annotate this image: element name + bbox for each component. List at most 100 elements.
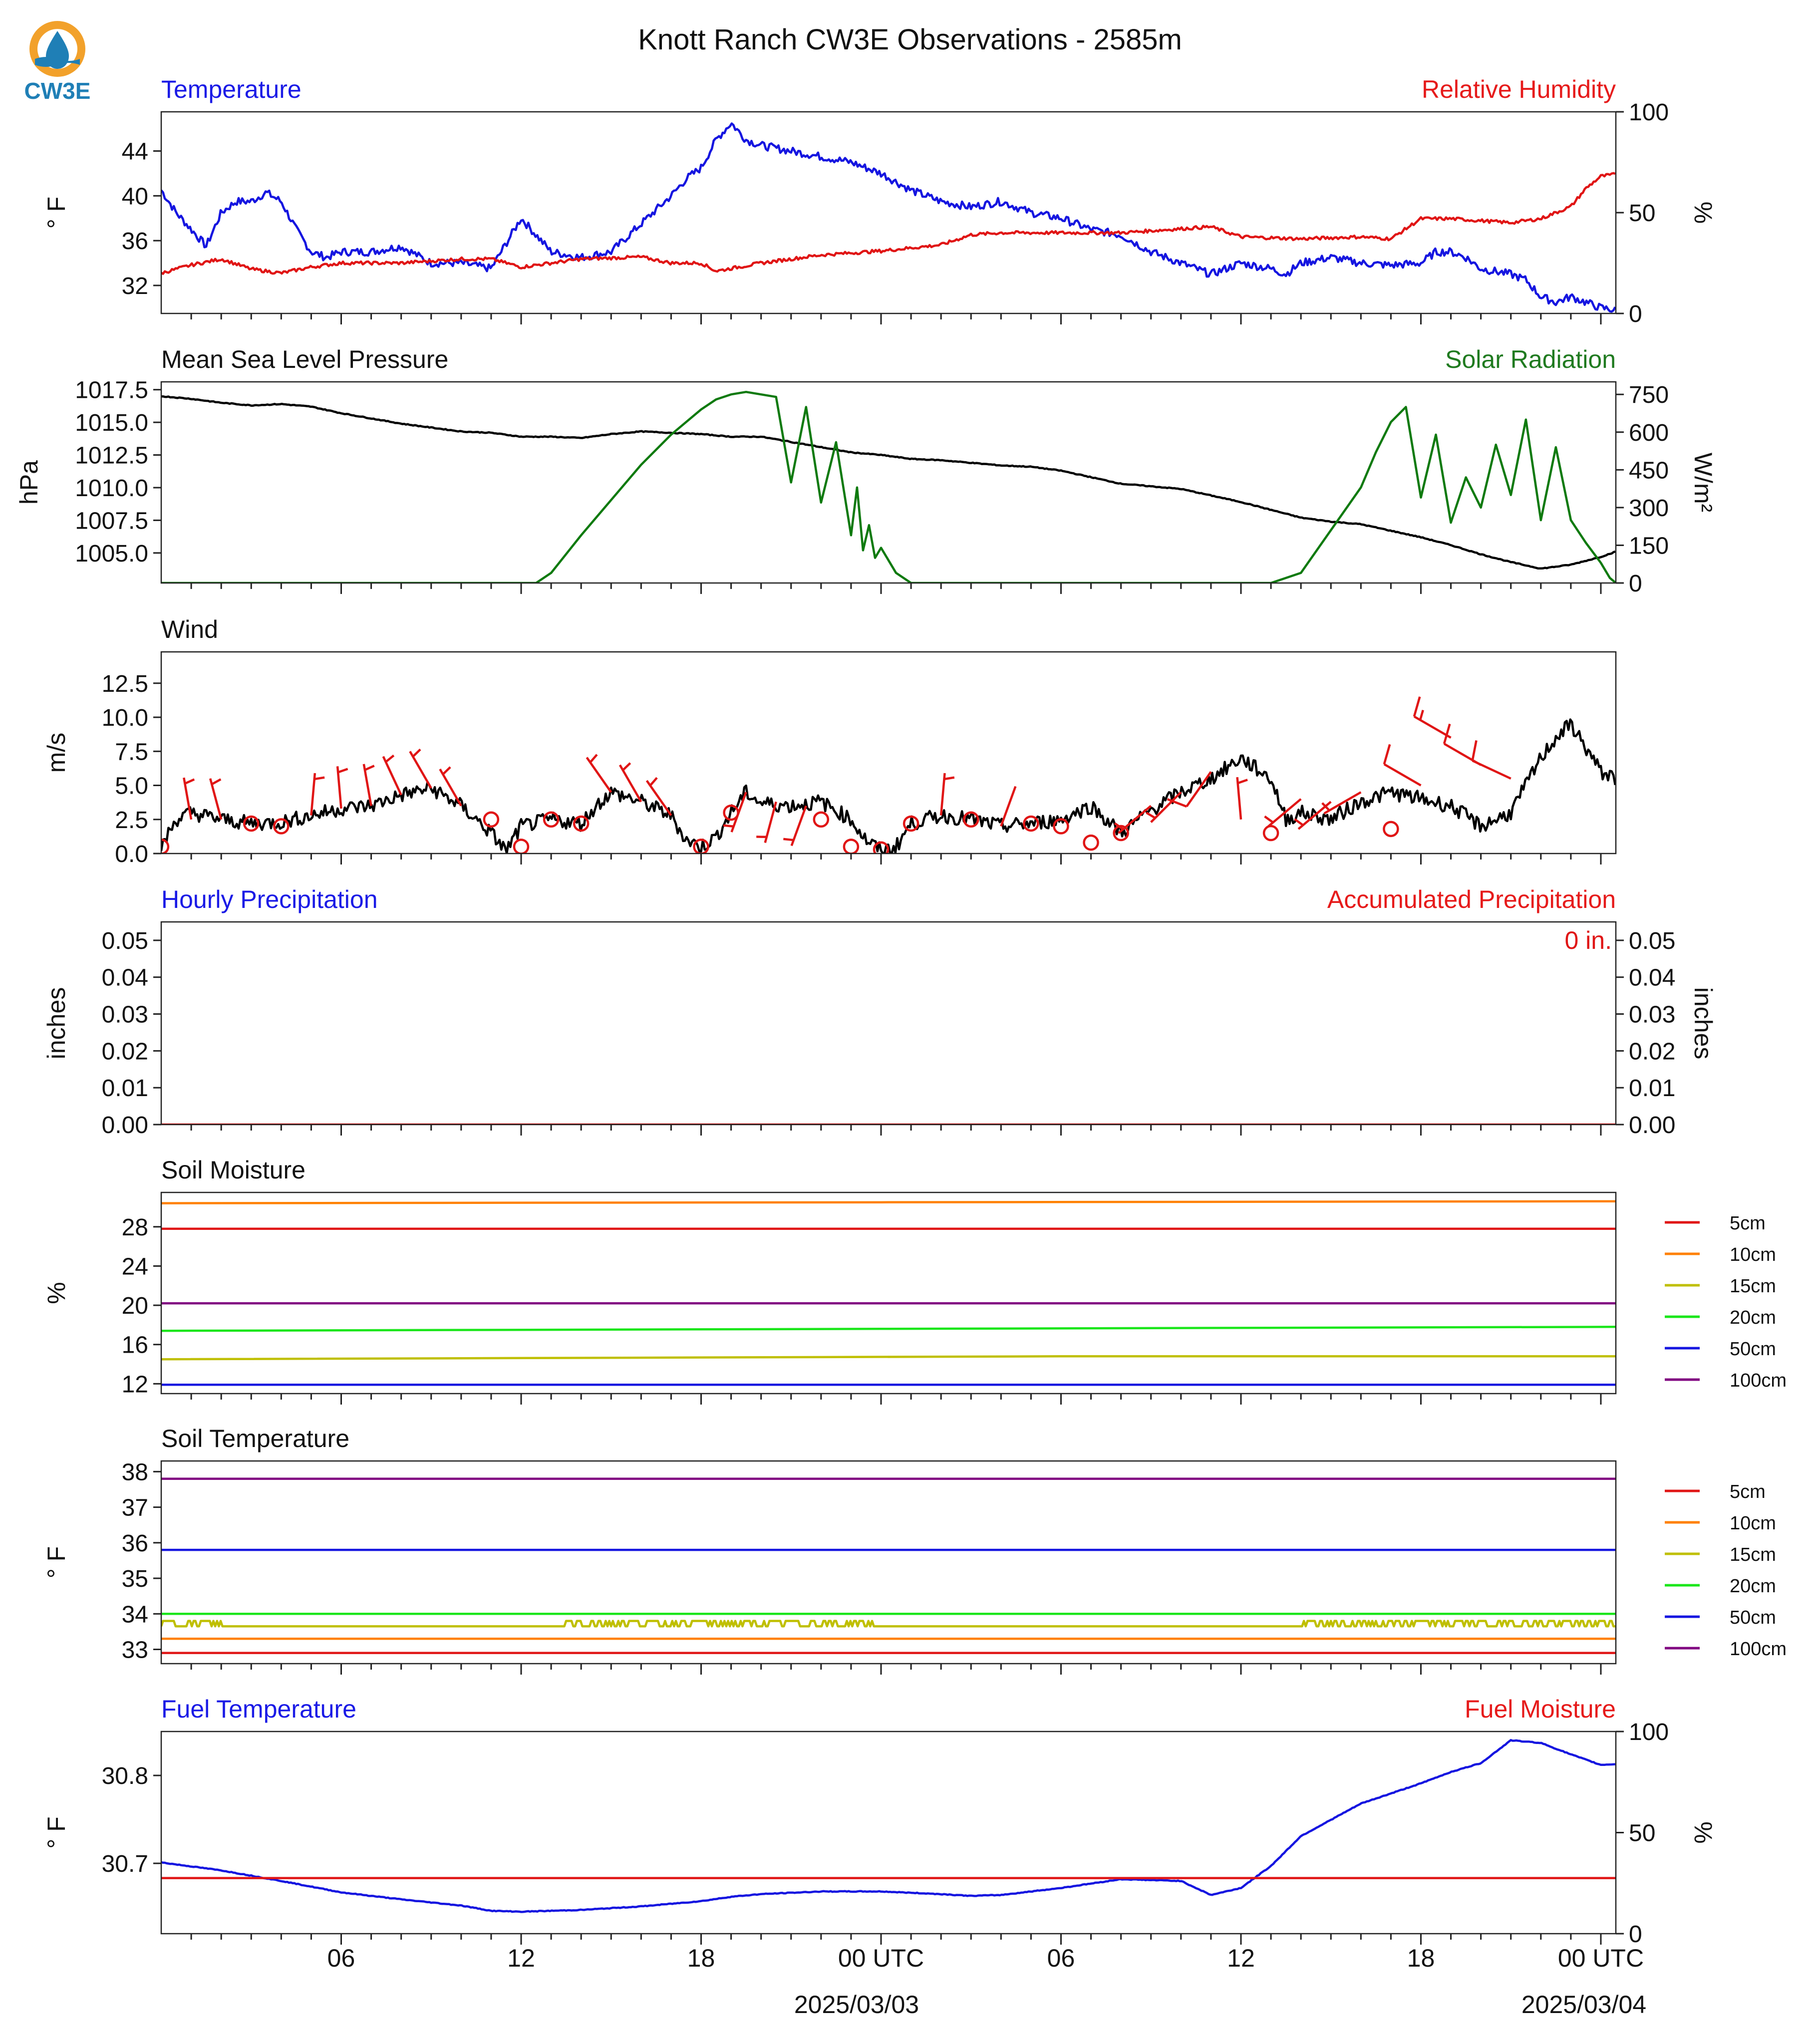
y-tick-label: 2.5 xyxy=(115,807,148,834)
y2-tick-label: 0 xyxy=(1629,1921,1642,1948)
legend-label: 50cm xyxy=(1730,1339,1776,1360)
y2-tick-label: 0.01 xyxy=(1629,1075,1675,1102)
calm-wind-marker xyxy=(1083,834,1099,851)
series-line-10cm xyxy=(161,1200,1616,1204)
y-tick-label: 0.04 xyxy=(102,965,148,991)
wind-barb xyxy=(439,768,462,807)
wind-barb-half xyxy=(385,754,395,763)
series-line-15cm xyxy=(161,1620,1615,1628)
x-tick-label: 00 UTC xyxy=(1558,1944,1644,1972)
y2-tick-label: 450 xyxy=(1629,457,1669,484)
y2-tick-label: 750 xyxy=(1629,382,1669,408)
y-tick-label: 36 xyxy=(122,228,148,255)
series-line-20cm xyxy=(161,1326,1616,1332)
wind-barb-half xyxy=(1419,710,1424,721)
calm-wind-marker xyxy=(1262,825,1279,842)
panel-title-left: Fuel Temperature xyxy=(161,1695,356,1723)
y-tick-label: 30.7 xyxy=(102,1851,148,1877)
y-tick-label: 1007.5 xyxy=(75,508,148,534)
wind-barb-half xyxy=(944,776,955,781)
accumulated-total: 0 in. xyxy=(1564,926,1612,954)
y-tick-label: 34 xyxy=(122,1601,148,1628)
wind-barb-half xyxy=(211,778,222,786)
plot-area xyxy=(161,1200,1616,1386)
plot-area xyxy=(161,696,1616,854)
series-line-1 xyxy=(161,172,1616,275)
wind-barb xyxy=(645,780,672,816)
wind-barb-half xyxy=(412,748,421,758)
date-label-1: 2025/03/03 xyxy=(794,1991,919,2019)
wind-barb-half xyxy=(442,766,451,775)
panel-title-right: Fuel Moisture xyxy=(1465,1695,1616,1723)
panel-title-left: Soil Moisture xyxy=(161,1156,305,1184)
calm-wind-marker xyxy=(962,811,979,828)
y-tick-label: 20 xyxy=(122,1293,148,1319)
y2-axis-label: % xyxy=(1689,1821,1717,1843)
panel-title-left: Wind xyxy=(161,615,218,643)
y2-tick-label: 50 xyxy=(1629,1820,1655,1847)
y-tick-label: 16 xyxy=(122,1332,148,1359)
panel-soil-moisture: Soil Moisture1216202428%5cm10cm15cm20cm5… xyxy=(42,1156,1787,1405)
y2-tick-label: 100 xyxy=(1629,99,1669,126)
panel-frame xyxy=(160,381,1617,584)
wind-barb xyxy=(1472,759,1512,780)
x-tick-label: 12 xyxy=(507,1944,535,1972)
x-axis-labels: 2025/03/03 2025/03/04 06 12 18 00 UTC 06 12 18… xyxy=(327,1944,1646,2019)
series-line-0 xyxy=(161,395,1616,570)
calm-wind-marker xyxy=(843,839,860,854)
y-axis-label: ° F xyxy=(42,1546,70,1578)
legend-label: 20cm xyxy=(1730,1576,1776,1597)
x-tick-label: 12 xyxy=(1227,1944,1255,1972)
wind-barb xyxy=(764,801,777,843)
legend: 5cm 10cm 15cm 20cm 50cm 100cm xyxy=(1665,1213,1787,1391)
y-tick-label: 0.0 xyxy=(115,841,148,868)
y2-tick-label: 300 xyxy=(1629,495,1669,522)
wind-barb-flag xyxy=(1443,723,1451,744)
x-tick-label: 06 xyxy=(327,1944,355,1972)
legend-label: 100cm xyxy=(1730,1639,1787,1660)
y-tick-label: 12.5 xyxy=(102,671,148,697)
calm-wind-marker xyxy=(161,839,170,854)
calm-wind-marker xyxy=(903,815,919,832)
calm-wind-marker xyxy=(573,815,590,832)
wind-barb-half xyxy=(649,777,658,787)
y-axis-label: m/s xyxy=(42,733,70,773)
calm-wind-marker xyxy=(483,811,500,828)
wind-barb xyxy=(1267,798,1302,828)
panel-soil-temperature: Soil Temperature 33 34 35 36 37 38 ° F 5cm 10cm 15… xyxy=(42,1425,1787,1675)
logo-text: CW3E xyxy=(24,78,91,104)
wind-barb-flag xyxy=(1383,744,1391,765)
y-tick-label: 35 xyxy=(122,1566,148,1592)
plot-area xyxy=(161,1738,1616,1913)
wind-barb-half xyxy=(364,765,375,771)
wind-barb xyxy=(362,764,372,806)
calm-wind-marker xyxy=(1383,821,1399,838)
panel-title-left: Temperature xyxy=(161,75,302,103)
y2-tick-label: 150 xyxy=(1629,533,1669,559)
x-tick-label: 00 UTC xyxy=(838,1944,924,1972)
y-tick-label: 0.02 xyxy=(102,1038,148,1065)
panel-fuel: Fuel Temperature Fuel Moisture 30.7 30.8 0 50… xyxy=(42,1695,1717,1948)
y-tick-label: 32 xyxy=(122,273,148,299)
figure-title: Knott Ranch CW3E Observations - 2585m xyxy=(638,23,1182,56)
y2-tick-label: 0.00 xyxy=(1629,1112,1675,1139)
panel-mslp-solar: Mean Sea Level Pressure Solar Radiation 10… xyxy=(15,345,1717,597)
y2-tick-label: 600 xyxy=(1629,420,1669,446)
panel-title-left: Mean Sea Level Pressure xyxy=(161,345,448,373)
y-axis-label: inches xyxy=(42,987,70,1060)
y-tick-label: 12 xyxy=(122,1371,148,1398)
calm-wind-marker xyxy=(1023,815,1039,832)
panel-precip: Hourly Precipitation Accumulated Precipit… xyxy=(42,885,1717,1139)
wind-barb xyxy=(336,766,342,809)
calm-wind-marker xyxy=(1053,818,1069,835)
wind-barb xyxy=(790,805,807,847)
y-tick-label: 30.8 xyxy=(102,1763,148,1789)
legend-label: 5cm xyxy=(1730,1481,1766,1502)
wind-barb-half xyxy=(1294,818,1304,827)
x-tick-label: 06 xyxy=(1047,1944,1075,1972)
wind-barb xyxy=(183,777,193,820)
x-tick-label: 18 xyxy=(1407,1944,1435,1972)
y-tick-label: 44 xyxy=(122,139,148,165)
wind-barb xyxy=(730,792,747,833)
